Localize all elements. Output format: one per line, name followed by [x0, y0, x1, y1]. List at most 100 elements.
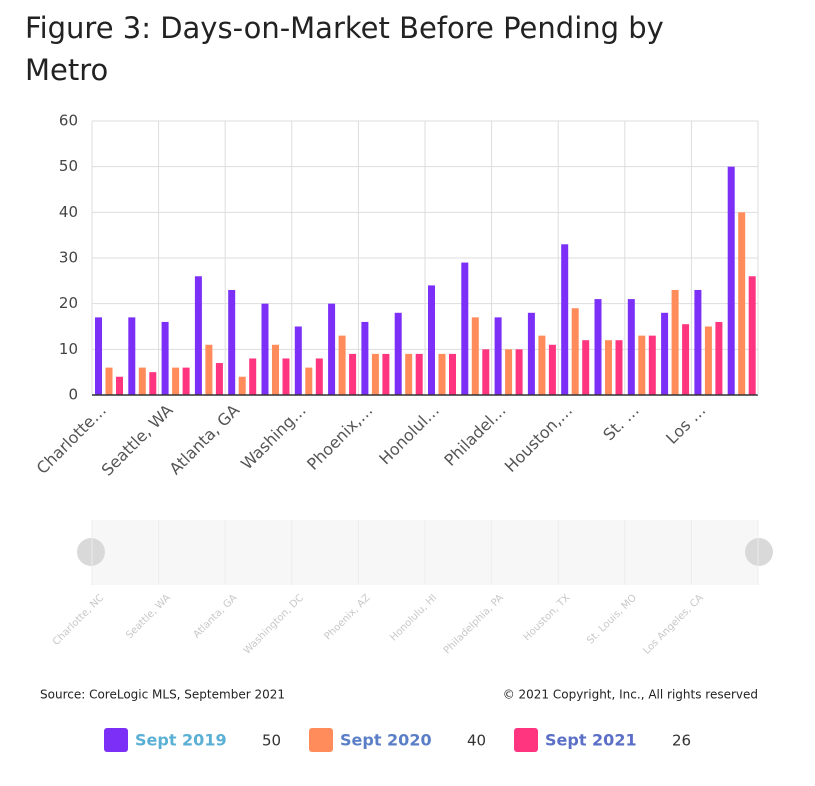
- bar: [105, 367, 113, 395]
- bar: [315, 358, 323, 395]
- bar: [228, 289, 236, 395]
- source: Source: CoreLogic MLS, September 2021: [40, 688, 285, 702]
- bar: [682, 324, 690, 395]
- bar: [194, 276, 202, 395]
- bar: [394, 312, 402, 395]
- bar: [128, 317, 136, 395]
- bar: [405, 353, 413, 395]
- chart-title: Figure 3: Days-on-Market Before Pending …: [25, 11, 664, 45]
- legend-label: Sept 2021: [545, 731, 637, 750]
- bar: [694, 289, 702, 395]
- navigator-label: St. Louis, MO: [585, 592, 639, 646]
- y-tick-label: 10: [59, 340, 78, 358]
- bar: [438, 353, 446, 395]
- x-tick-label: Atlanta, GA: [165, 401, 243, 479]
- y-tick-label: 0: [68, 386, 78, 404]
- x-tick-label: Honolul…: [375, 401, 443, 469]
- navigator-handle-left[interactable]: [77, 538, 105, 566]
- navigator-label: Philadelphia, PA: [442, 592, 506, 656]
- bar: [638, 335, 646, 395]
- bar: [182, 367, 190, 395]
- legend-swatch: [104, 728, 128, 752]
- bar: [249, 358, 257, 395]
- navigator-label: Houston, TX: [522, 592, 573, 643]
- bar: [415, 353, 423, 395]
- legend-value: 40: [467, 732, 486, 750]
- bar: [494, 317, 502, 395]
- legend-swatch: [514, 728, 538, 752]
- bar: [149, 372, 157, 395]
- bar: [161, 321, 169, 395]
- bar: [527, 312, 535, 395]
- legend-swatch: [309, 728, 333, 752]
- bar: [305, 367, 313, 395]
- bar: [582, 340, 590, 395]
- bar: [261, 303, 269, 395]
- bar: [605, 340, 612, 395]
- bar: [328, 303, 336, 395]
- navigator-label: Atlanta, GA: [191, 592, 239, 640]
- chart-title-line2: Metro: [25, 53, 108, 87]
- bar: [615, 340, 623, 395]
- bar: [738, 212, 746, 395]
- bar: [428, 285, 435, 395]
- bar: [727, 166, 735, 395]
- copyright: © 2021 Copyright, Inc., All rights reser…: [503, 688, 758, 702]
- legend-label: Sept 2019: [135, 731, 227, 750]
- bar: [238, 376, 246, 395]
- navigator-label: Seattle, WA: [124, 592, 173, 641]
- navigator-label: Washington, DC: [242, 592, 306, 656]
- y-tick-label: 60: [59, 112, 78, 130]
- bar: [361, 321, 369, 395]
- bar: [482, 349, 490, 395]
- x-tick-label: Los …: [662, 401, 709, 448]
- y-tick-label: 40: [59, 203, 78, 221]
- bar: [538, 335, 546, 395]
- y-tick-label: 30: [59, 249, 78, 267]
- bar: [382, 353, 390, 395]
- bar: [371, 353, 379, 395]
- bar: [515, 349, 523, 395]
- bar: [471, 317, 479, 395]
- y-tick-label: 20: [59, 294, 78, 312]
- bar: [461, 262, 469, 395]
- bar: [648, 335, 656, 395]
- bar: [748, 276, 756, 395]
- y-tick-label: 50: [59, 157, 78, 175]
- bar: [95, 317, 102, 395]
- bar: [172, 367, 180, 395]
- bar: [349, 353, 357, 395]
- bar: [715, 321, 723, 395]
- x-tick-label: Houston,…: [501, 401, 576, 476]
- bar: [215, 363, 223, 395]
- navigator-label: Phoenix, AZ: [323, 592, 373, 642]
- bar: [116, 376, 123, 395]
- bar: [449, 353, 456, 395]
- legend-value: 50: [262, 732, 281, 750]
- x-tick-label: Washing…: [237, 401, 310, 474]
- bar: [704, 326, 712, 395]
- x-tick-label: Philadel…: [440, 401, 509, 470]
- bar: [661, 312, 669, 395]
- navigator-label: Charlotte, NC: [51, 592, 106, 647]
- bar: [548, 344, 556, 395]
- bar: [282, 358, 290, 395]
- legend-label: Sept 2020: [340, 731, 432, 750]
- bar: [627, 299, 635, 395]
- bar: [205, 344, 213, 395]
- bar: [571, 308, 579, 395]
- x-tick-label: Phoenix,…: [303, 401, 376, 474]
- navigator-handle-right[interactable]: [745, 538, 773, 566]
- bar: [505, 349, 513, 395]
- bar: [272, 344, 279, 395]
- x-tick-label: Seattle, WA: [98, 401, 177, 480]
- bar: [138, 367, 146, 395]
- bar: [671, 289, 679, 395]
- legend-value: 26: [672, 732, 691, 750]
- bar: [294, 326, 302, 395]
- x-tick-label: St. …: [599, 401, 643, 445]
- navigator-label: Los Angeles, CA: [641, 592, 705, 656]
- bar: [561, 244, 569, 395]
- bar: [338, 335, 346, 395]
